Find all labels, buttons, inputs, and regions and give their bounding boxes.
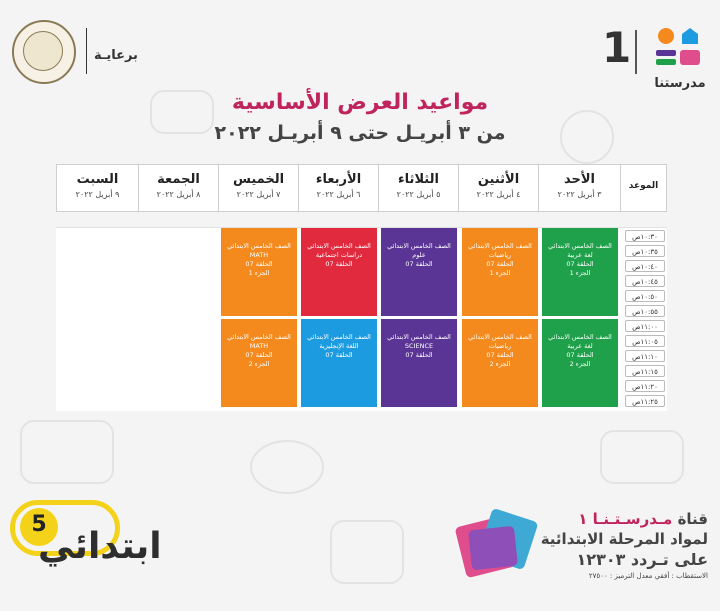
background-doodle (20, 420, 114, 484)
day-header-monday: الأثنين ٤ أبريل ٢٠٢٢ (459, 165, 539, 211)
session-card: الصف الخامس الابتدائي MATH الحلقة 07 الجزء … (221, 319, 297, 407)
channel-polarization-info: الاستقطاب : أفقي معدل الترميز : ٢٧٥٠٠ (588, 572, 708, 580)
time-slot: ١٠:٣٠ص (625, 230, 665, 242)
session-card: الصف الخامس الابتدائي علوم الحلقة 07 (381, 228, 457, 316)
session-card: الصف الخامس الابتدائي اللغة الإنجليزية الح… (301, 319, 377, 407)
background-doodle (150, 90, 214, 134)
session-card: الصف الخامس الابتدائي MATH الحلقة 07 الجزء … (221, 228, 297, 316)
time-slot: ١٠:٥٥ص (625, 305, 665, 317)
session-card: الصف الخامس الابتدائي لغة عربية الحلقة 07 ا… (542, 319, 618, 407)
page-title: مواعيد العرض الأساسية (231, 90, 489, 115)
day-header-sunday: الأحد ٣ أبريل ٢٠٢٢ (539, 165, 621, 211)
day-header-tuesday: الثلاثاء ٥ أبريل ٢٠٢٢ (379, 165, 459, 211)
time-slot: ١١:٢٠ص (625, 380, 665, 392)
session-card: الصف الخامس الابتدائي دراسات اجتماعية الحل… (301, 228, 377, 316)
session-card: الصف الخامس الابتدائي لغة عربية الحلقة 07 ا… (542, 228, 618, 316)
session-card: الصف الخامس الابتدائي SCIENCE الحلقة 07 (381, 319, 457, 407)
time-column-header: الموعد (628, 181, 659, 191)
time-slot: ١٠:٤٠ص (625, 260, 665, 272)
background-doodle (250, 440, 324, 494)
time-slot: ١١:٠٥ص (625, 335, 665, 347)
background-doodle (330, 520, 404, 584)
channel-name-line: قناة مـدرسـتـنـا ١ (578, 510, 708, 528)
background-doodle (560, 110, 614, 164)
grade-badge-frame (10, 500, 120, 556)
day-header-thursday: الخميس ٧ أبريل ٢٠٢٢ (219, 165, 299, 211)
time-slot: ١١:٠٠ص (625, 320, 665, 332)
grade-number-circle (20, 508, 58, 546)
eagle-emblem-icon (23, 31, 63, 71)
header-divider (86, 28, 87, 74)
channel-description: لمواد المرحلة الابتدائية (540, 530, 708, 548)
session-card: الصف الخامس الابتدائي رياضيات الحلقة 07 الج… (462, 319, 538, 407)
time-slot: ١١:١٠ص (625, 350, 665, 362)
time-slot: ١١:١٥ص (625, 365, 665, 377)
session-card: الصف الخامس الابتدائي رياضيات الحلقة 07 الج… (462, 228, 538, 316)
brand-name: مدرستنا (654, 76, 706, 91)
madrasatna-logo-icon (656, 28, 700, 65)
day-header-wednesday: الأربعاء ٦ أبريل ٢٠٢٢ (299, 165, 379, 211)
day-header-friday: الجمعة ٨ أبريل ٢٠٢٢ (139, 165, 219, 211)
channel-frequency: على تـردد ١٢٣٠٣ (576, 550, 708, 569)
grade-number: 5 (31, 512, 47, 537)
patronage-label: برعايـة (94, 48, 138, 63)
page-subtitle: من ٣ أبريـل حتى ٩ أبريـل ٢٠٢٢ (214, 122, 506, 144)
time-slot: ١٠:٥٠ص (625, 290, 665, 302)
brand-divider (635, 30, 637, 74)
channel-number: 1 (602, 23, 632, 72)
time-slot: ١٠:٤٥ص (625, 275, 665, 287)
time-slot: ١١:٢٥ص (625, 395, 665, 407)
background-doodle (600, 430, 684, 484)
grade-badge-text: ابتدائي (38, 526, 162, 567)
time-slot: ١٠:٣٥ص (625, 245, 665, 257)
day-header-saturday: السبت ٩ أبريل ٢٠٢٢ (57, 165, 139, 211)
schedule-header-row: السبت ٩ أبريل ٢٠٢٢ الجمعة ٨ أبريل ٢٠٢٢ الخ… (56, 164, 667, 212)
book-icon (468, 525, 518, 571)
ministry-seal-logo (12, 20, 76, 84)
